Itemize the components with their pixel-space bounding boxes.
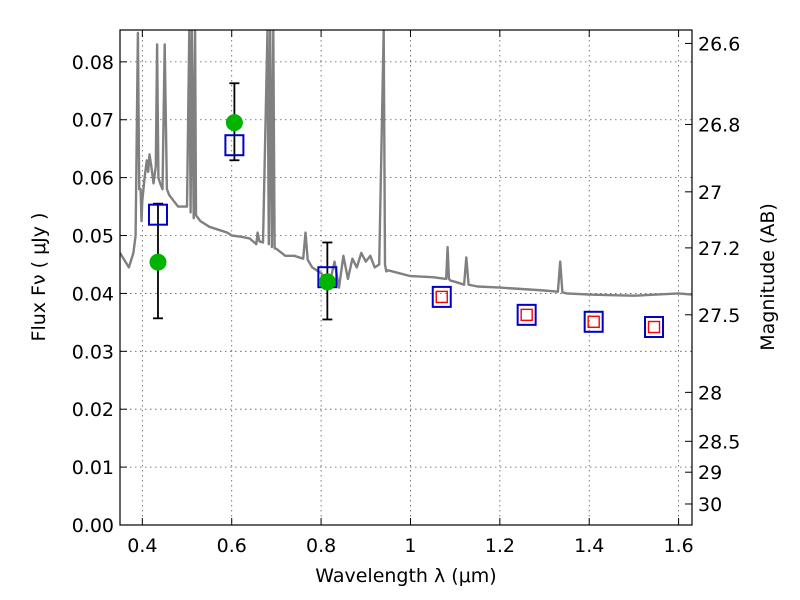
upper-limit-square [520, 308, 533, 322]
model-point-square [431, 285, 452, 308]
right-tick-label: 28.5 [698, 431, 740, 453]
x-tick-label: 1.4 [574, 535, 604, 557]
right-tick-label: 28 [698, 382, 722, 404]
model-point-square [516, 303, 537, 326]
right-axis-label: Magnitude (AB) [757, 203, 779, 351]
x-tick-label: 0.8 [306, 535, 336, 557]
observed-point [149, 253, 167, 271]
right-tick-label: 30 [698, 494, 722, 516]
observed-point [318, 273, 336, 291]
x-tick-label: 1 [404, 535, 416, 557]
x-tick-label: 1.6 [663, 535, 693, 557]
model-point-square [147, 203, 168, 226]
y-tick-label: 0.02 [72, 399, 114, 421]
y-tick-label: 0.05 [72, 226, 114, 248]
upper-limit-square [587, 315, 600, 328]
grid-lines [120, 30, 692, 526]
axis-ticks: 0.4 0.6 0.8 1 1.2 1.4 1.6 0.00 0.01 0.02 0.03 0.04 0… [72, 30, 740, 557]
y-tick-label: 0.08 [72, 52, 114, 74]
x-axis-label: Wavelength λ (μm) [315, 565, 496, 587]
right-tick-label: 27.2 [698, 238, 740, 260]
right-tick-label: 27.5 [698, 305, 740, 327]
x-tick-label: 0.6 [217, 535, 247, 557]
upper-limit-square [435, 290, 448, 304]
y-tick-label: 0.06 [72, 168, 114, 190]
right-tick-label: 27 [698, 182, 722, 204]
plot-frame [119, 29, 693, 526]
y-tick-label: 0.00 [72, 515, 114, 537]
right-tick-label: 29 [698, 462, 722, 484]
x-tick-label: 0.4 [127, 535, 157, 557]
right-tick-label: 26.6 [698, 33, 740, 55]
y-tick-label: 0.03 [72, 341, 114, 363]
y-tick-label: 0.07 [72, 110, 114, 132]
model-point-square [224, 134, 245, 157]
y-tick-label: 0.04 [72, 283, 114, 305]
x-tick-label: 1.2 [485, 535, 515, 557]
model-point-square [644, 316, 665, 338]
y-tick-label: 0.01 [72, 457, 114, 479]
plot-data [120, 30, 692, 338]
upper-limit-square [647, 320, 661, 334]
right-tick-label: 26.8 [698, 114, 740, 136]
y-axis-label: Flux Fν ( μJy ) [28, 213, 50, 342]
observed-point [225, 114, 243, 132]
model-sed-line [120, 30, 692, 297]
model-point-square [583, 310, 604, 333]
